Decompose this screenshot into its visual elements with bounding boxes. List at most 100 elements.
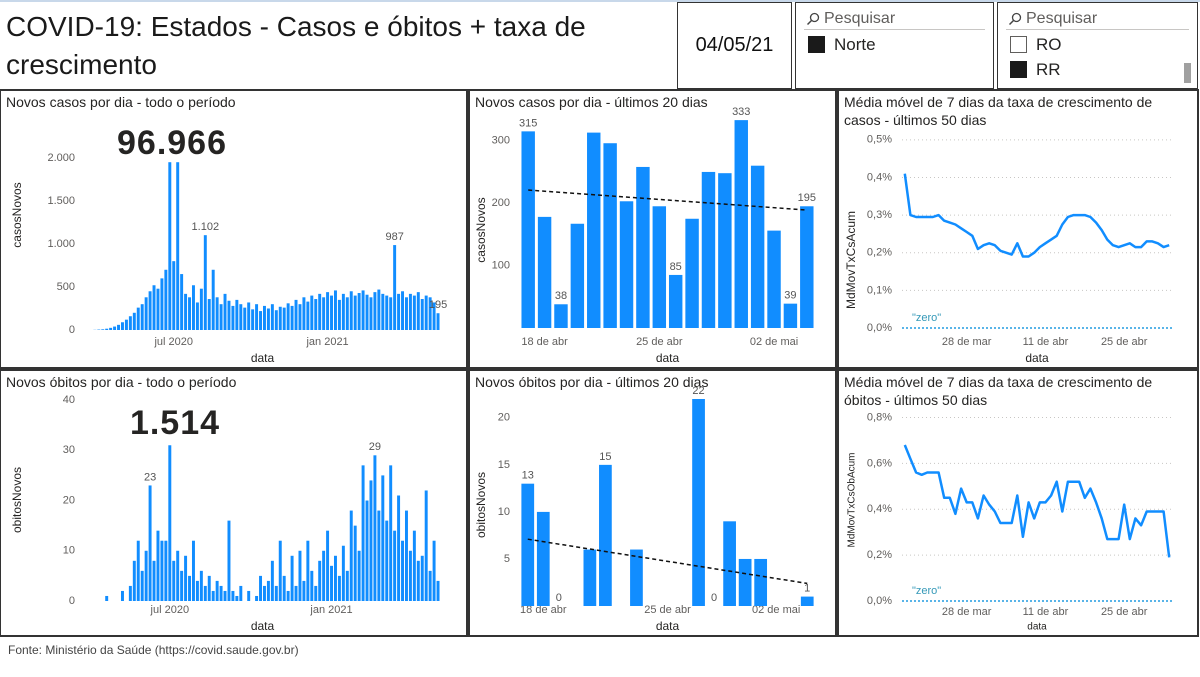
bar (160, 278, 164, 330)
y-tick-label: 100 (492, 259, 510, 271)
y-tick-label: 200 (492, 197, 510, 209)
bar (164, 540, 168, 601)
bar (207, 299, 211, 330)
bar (101, 329, 105, 330)
bar (800, 206, 814, 328)
bar (738, 558, 752, 606)
chart: 100 200 300 casosNovos data 18 de abr 25 de ab… (474, 106, 816, 365)
slicer-item[interactable]: Norte (808, 35, 876, 55)
bar (176, 162, 180, 330)
bar (337, 299, 341, 330)
bar (306, 301, 310, 330)
bar (397, 495, 401, 601)
scrollbar[interactable] (1184, 63, 1191, 83)
bar (168, 162, 172, 330)
bar (397, 293, 401, 330)
chart: 0,0% 0,1% 0,2% 0,3% 0,4% 0,5% MdMovTxCsAcum dat… (844, 134, 1172, 365)
slicer-item[interactable]: RO (1010, 35, 1062, 55)
bar (113, 326, 117, 330)
bar (750, 165, 765, 328)
bar (302, 580, 306, 601)
y-tick-label: 0,1% (867, 284, 892, 296)
data-label: 38 (555, 290, 567, 302)
bar (416, 292, 420, 330)
bar (318, 293, 322, 330)
bar (373, 455, 377, 601)
chart: 0 500 1.000 1.500 2.000 casosNovos data jul 202… (10, 124, 447, 365)
chart-panel: Média móvel de 7 dias da taxa de crescim… (837, 89, 1199, 369)
bar (117, 324, 121, 330)
data-label: 0 (711, 592, 717, 604)
kpi-card: 96.966 (117, 124, 227, 162)
bar (266, 580, 270, 601)
data-label: 315 (519, 117, 537, 129)
bar (223, 293, 227, 330)
bar (136, 307, 140, 330)
region-slicer: Pesquisar Norte (795, 2, 994, 89)
bar (262, 305, 266, 330)
bar (420, 555, 424, 601)
y-tick-label: 0,4% (867, 171, 892, 183)
bar (191, 540, 195, 601)
chart-panel: Novos óbitos por dia - todo o período 0 10… (0, 369, 468, 637)
bar (330, 565, 334, 601)
y-tick-label: 40 (63, 394, 75, 406)
y-tick-label: 20 (498, 412, 510, 424)
y-tick-label: 0,2% (867, 549, 892, 561)
bar (783, 303, 798, 328)
x-tick-label: 25 de abr (1101, 336, 1148, 348)
bar (227, 520, 231, 601)
bar (124, 319, 128, 330)
bar (381, 293, 385, 330)
bar (357, 550, 361, 601)
data-label: 15 (599, 451, 611, 463)
x-tick-label: 11 de abr (1023, 336, 1069, 348)
bar (345, 297, 349, 330)
bar (432, 540, 436, 601)
bar (255, 304, 259, 330)
bar (800, 596, 814, 606)
y-axis-title: casosNovos (474, 197, 488, 262)
bar (302, 297, 306, 330)
data-label: 22 (692, 385, 704, 397)
checkbox[interactable] (808, 36, 825, 53)
kpi-card: 1.514 (130, 404, 220, 442)
search-box[interactable]: Pesquisar (1006, 9, 1189, 30)
data-label: 1.102 (192, 221, 220, 233)
bar (215, 580, 219, 601)
y-tick-label: 0 (69, 595, 75, 607)
bar (255, 595, 259, 601)
bar (723, 521, 736, 606)
bar (349, 510, 353, 601)
search-box[interactable]: Pesquisar (804, 9, 985, 30)
chart-title: Novos óbitos por dia - todo o período (6, 374, 237, 390)
y-tick-label: 0,0% (867, 322, 892, 334)
x-tick-label: 28 de mar (942, 606, 992, 618)
bar (310, 570, 314, 601)
chart-title: Média móvel de 7 dias da taxa de crescim… (844, 374, 1153, 408)
trend-line (527, 538, 808, 585)
bar (282, 307, 286, 330)
x-tick-label: 18 de abr (520, 604, 567, 616)
bar (537, 216, 552, 328)
checkbox[interactable] (1010, 61, 1027, 78)
y-tick-label: 0,0% (867, 595, 892, 607)
bar (310, 295, 314, 330)
bar (357, 293, 361, 330)
chart-title: Novos casos por dia - últimos 20 dias (475, 94, 708, 110)
bar (247, 590, 251, 601)
bar (619, 201, 634, 328)
source-note: Fonte: Ministério da Saúde (https://covi… (8, 643, 299, 657)
bar (274, 585, 278, 601)
bar (176, 550, 180, 601)
bar (314, 299, 318, 330)
data-label: 987 (385, 231, 403, 243)
y-tick-label: 1.000 (47, 238, 75, 250)
checkbox[interactable] (1010, 36, 1027, 53)
trend-line (528, 189, 807, 211)
bar (172, 560, 176, 601)
x-tick-label: 18 de abr (521, 336, 568, 348)
item-label: RO (1036, 35, 1062, 54)
slicer-item[interactable]: RR (1010, 60, 1061, 80)
bar (215, 297, 219, 330)
